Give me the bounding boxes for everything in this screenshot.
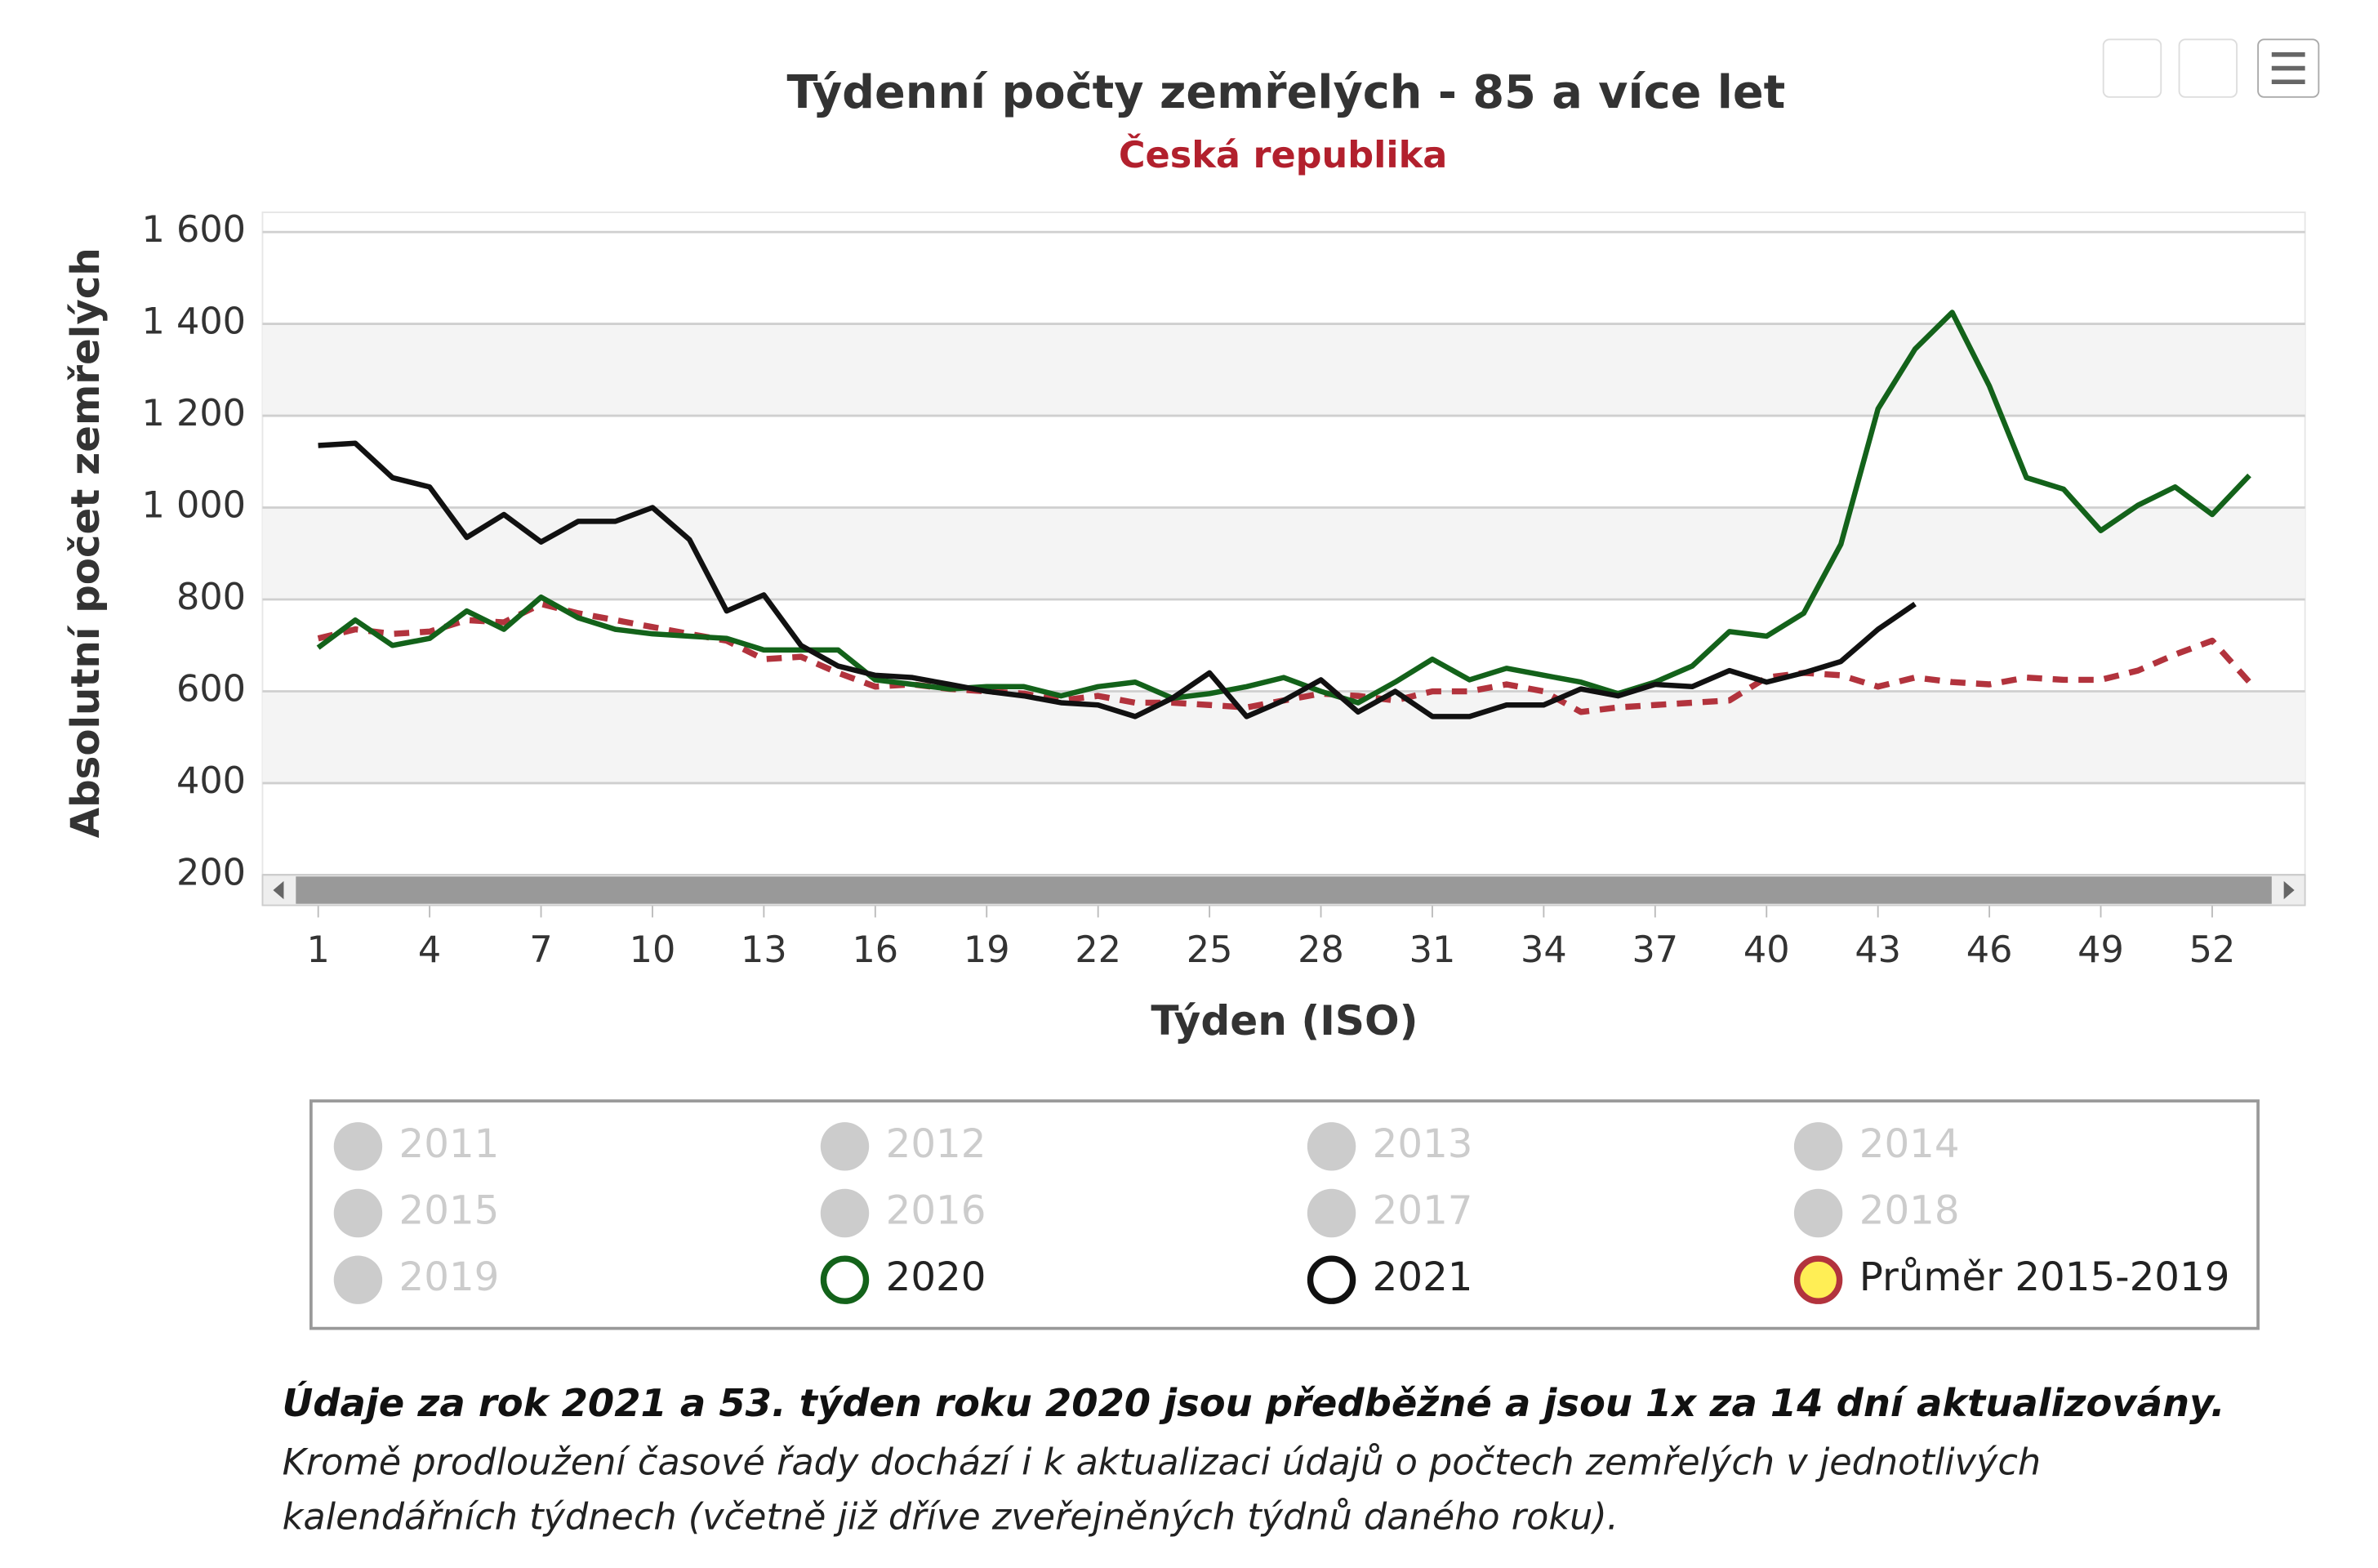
x-tick-label: 37 (1632, 929, 1678, 971)
x-tick-label: 7 (529, 929, 552, 971)
legend-marker (1793, 1255, 1843, 1304)
legend-label-disabled: 2018 (1859, 1187, 1960, 1233)
legend-box (309, 1099, 2260, 1330)
x-tick-label: 28 (1298, 929, 1344, 971)
legend-label-disabled: 2016 (886, 1187, 986, 1233)
x-axis-label: Týden (ISO) (1151, 996, 1418, 1045)
x-tick-label: 25 (1187, 929, 1233, 971)
x-tick-label: 13 (741, 929, 787, 971)
legend-label-disabled: 2019 (399, 1254, 500, 1300)
legend-marker-disabled (1793, 1122, 1843, 1171)
y-tick-label: 1 000 (141, 484, 246, 527)
legend-marker-disabled (1307, 1188, 1356, 1238)
legend-label-disabled: 2015 (399, 1187, 500, 1233)
zoom-button[interactable] (2102, 38, 2162, 98)
x-tick-label: 43 (1855, 929, 1901, 971)
y-tick-label: 1 400 (141, 301, 246, 343)
legend: 2011 2012 2013 2014 2015 2016 2017 2018 2019 2020… (333, 1121, 2230, 1304)
y-tick-label: 600 (176, 667, 246, 710)
note-bold: Údaje za rok 2021 a 53. týden roku 2020 … (283, 1381, 2225, 1425)
x-tick-label: 19 (964, 929, 1010, 971)
scrollbar-arrow-right (2283, 880, 2295, 900)
legend-label-disabled: 2013 (1373, 1121, 1473, 1167)
legend-label: Průměr 2015-2019 (1859, 1254, 2230, 1300)
x-tick-label: 1 (306, 929, 329, 971)
menu-icon (2271, 52, 2305, 85)
x-tick-label: 16 (852, 929, 898, 971)
legend-marker-disabled (1793, 1188, 1843, 1238)
legend-marker-disabled (333, 1188, 383, 1238)
series-line (316, 310, 2251, 706)
legend-marker-disabled (820, 1122, 870, 1171)
chart-subtitle: Česká republika (1119, 133, 1448, 176)
legend-label-disabled: 2014 (1859, 1121, 1960, 1167)
legend-marker (820, 1255, 870, 1304)
y-tick-label: 400 (176, 760, 246, 802)
chart-title: Týdenní počty zemřelých - 85 a více let (786, 66, 1785, 119)
y-axis-label: Absolutní počet zemřelých (63, 247, 109, 838)
x-tick-label: 22 (1075, 929, 1121, 971)
y-tick-label: 800 (176, 576, 246, 618)
grid-band (262, 507, 2305, 599)
x-tick-label: 10 (630, 929, 676, 971)
legend-label-disabled: 2017 (1373, 1187, 1473, 1233)
x-tick-label: 49 (2077, 929, 2124, 971)
legend-label-disabled: 2012 (886, 1121, 986, 1167)
legend-marker-disabled (333, 1255, 383, 1304)
legend-label-disabled: 2011 (399, 1121, 500, 1167)
scrollbar-arrow-left (273, 880, 284, 900)
reset-button[interactable] (2178, 38, 2238, 98)
x-tick-label: 52 (2189, 929, 2236, 971)
legend-marker-disabled (333, 1122, 383, 1171)
x-tick-label: 46 (1966, 929, 2013, 971)
series-line (318, 440, 1917, 719)
y-tick-label: 1 600 (141, 208, 246, 251)
y-tick-label: 200 (176, 851, 246, 893)
note-line: Kromě prodloužení časové řady dochází i … (283, 1441, 2041, 1484)
legend-label: 2020 (886, 1254, 986, 1300)
note-line: kalendářních týdnech (včetně již dříve z… (283, 1496, 1619, 1539)
grid-band (262, 691, 2305, 783)
legend-marker-disabled (1307, 1122, 1356, 1171)
legend-label: 2021 (1373, 1254, 1473, 1300)
scrollbar-thumb (296, 876, 2272, 904)
x-tick-label: 31 (1409, 929, 1456, 971)
x-tick-label: 4 (418, 929, 441, 971)
y-tick-label: 1 200 (141, 392, 246, 434)
x-tick-label: 40 (1743, 929, 1790, 971)
x-tick-label: 34 (1521, 929, 1567, 971)
legend-marker-disabled (820, 1188, 870, 1238)
legend-marker (1307, 1255, 1356, 1304)
